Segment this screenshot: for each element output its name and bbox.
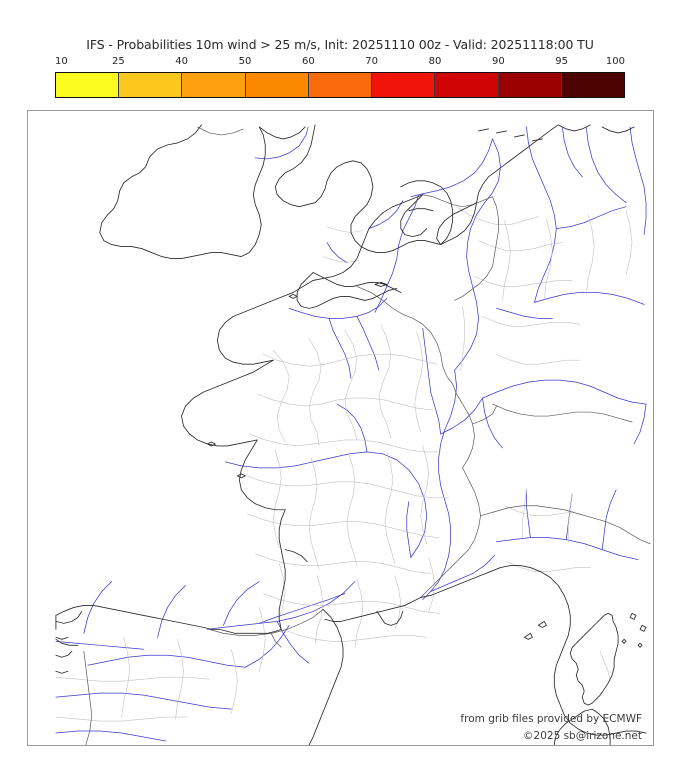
colorbar-tick-90: 90 bbox=[491, 56, 505, 67]
page-title: IFS - Probabilities 10m wind > 25 m/s, I… bbox=[86, 37, 594, 52]
colorbar-segment-90-95 bbox=[498, 73, 562, 97]
colorbar-segment-95-100 bbox=[561, 73, 624, 97]
admin-boundaries-layer bbox=[55, 206, 633, 722]
national-borders-layer bbox=[83, 126, 651, 745]
colorbar-tick-95: 95 bbox=[555, 56, 569, 67]
rivers-layer bbox=[55, 126, 647, 742]
colorbar-segment-25-40 bbox=[119, 73, 183, 97]
colorbar-tick-10: 10 bbox=[55, 56, 68, 67]
colorbar-tick-labels: 10 25 40 50 60 70 80 90 95 100 bbox=[55, 56, 625, 70]
colorbar-tick-40: 40 bbox=[175, 56, 189, 67]
colorbar: 10 25 40 50 60 70 80 90 95 100 bbox=[55, 56, 625, 98]
colorbar-segment-50-60 bbox=[245, 73, 309, 97]
colorbar-gradient bbox=[55, 72, 625, 98]
map-canvas[interactable] bbox=[28, 111, 653, 745]
coastlines-layer bbox=[55, 124, 647, 745]
map-frame[interactable] bbox=[27, 110, 654, 746]
colorbar-segment-10-25 bbox=[56, 73, 120, 97]
colorbar-tick-60: 60 bbox=[301, 56, 315, 67]
colorbar-tick-100: 100 bbox=[605, 56, 625, 67]
colorbar-tick-80: 80 bbox=[428, 56, 442, 67]
colorbar-segment-80-90 bbox=[435, 73, 499, 97]
colorbar-segment-40-50 bbox=[182, 73, 246, 97]
colorbar-tick-70: 70 bbox=[365, 56, 379, 67]
colorbar-tick-50: 50 bbox=[238, 56, 252, 67]
colorbar-segment-60-70 bbox=[308, 73, 373, 97]
colorbar-tick-25: 25 bbox=[111, 56, 125, 67]
colorbar-segment-70-80 bbox=[372, 73, 436, 97]
